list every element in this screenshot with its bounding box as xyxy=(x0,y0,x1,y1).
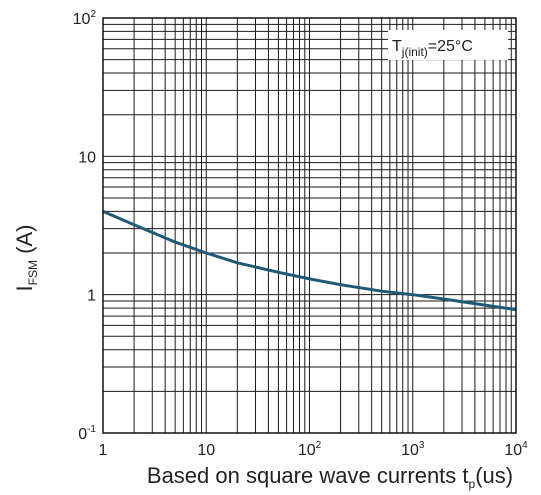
x-tick-label: 103 xyxy=(401,440,425,459)
y-tick-label: 102 xyxy=(73,9,97,28)
y-axis-title: IFSM (A) xyxy=(12,225,40,292)
y-tick-label: 1 xyxy=(87,288,96,305)
series-layer xyxy=(102,210,517,312)
y-tick-label: 10 xyxy=(78,149,96,166)
x-tick-label: 104 xyxy=(504,440,528,459)
series-line xyxy=(102,210,517,312)
y-tick-label: 0-1 xyxy=(78,424,96,443)
x-tick-label: 10 xyxy=(197,442,215,459)
y-tick-labels: 102 10 1 0-1 xyxy=(73,9,97,443)
x-tick-labels: 1 10 102 103 104 xyxy=(99,440,529,459)
x-tick-label: 102 xyxy=(298,440,322,459)
x-tick-label: 1 xyxy=(99,442,108,459)
plot-frame xyxy=(102,17,517,434)
grid xyxy=(102,18,516,434)
annotation: Tj(init)=25°C xyxy=(388,30,508,60)
annotation-label: Tj(init)=25°C xyxy=(392,38,473,59)
x-axis-title: Based on square wave currents tp(us) xyxy=(147,463,513,491)
